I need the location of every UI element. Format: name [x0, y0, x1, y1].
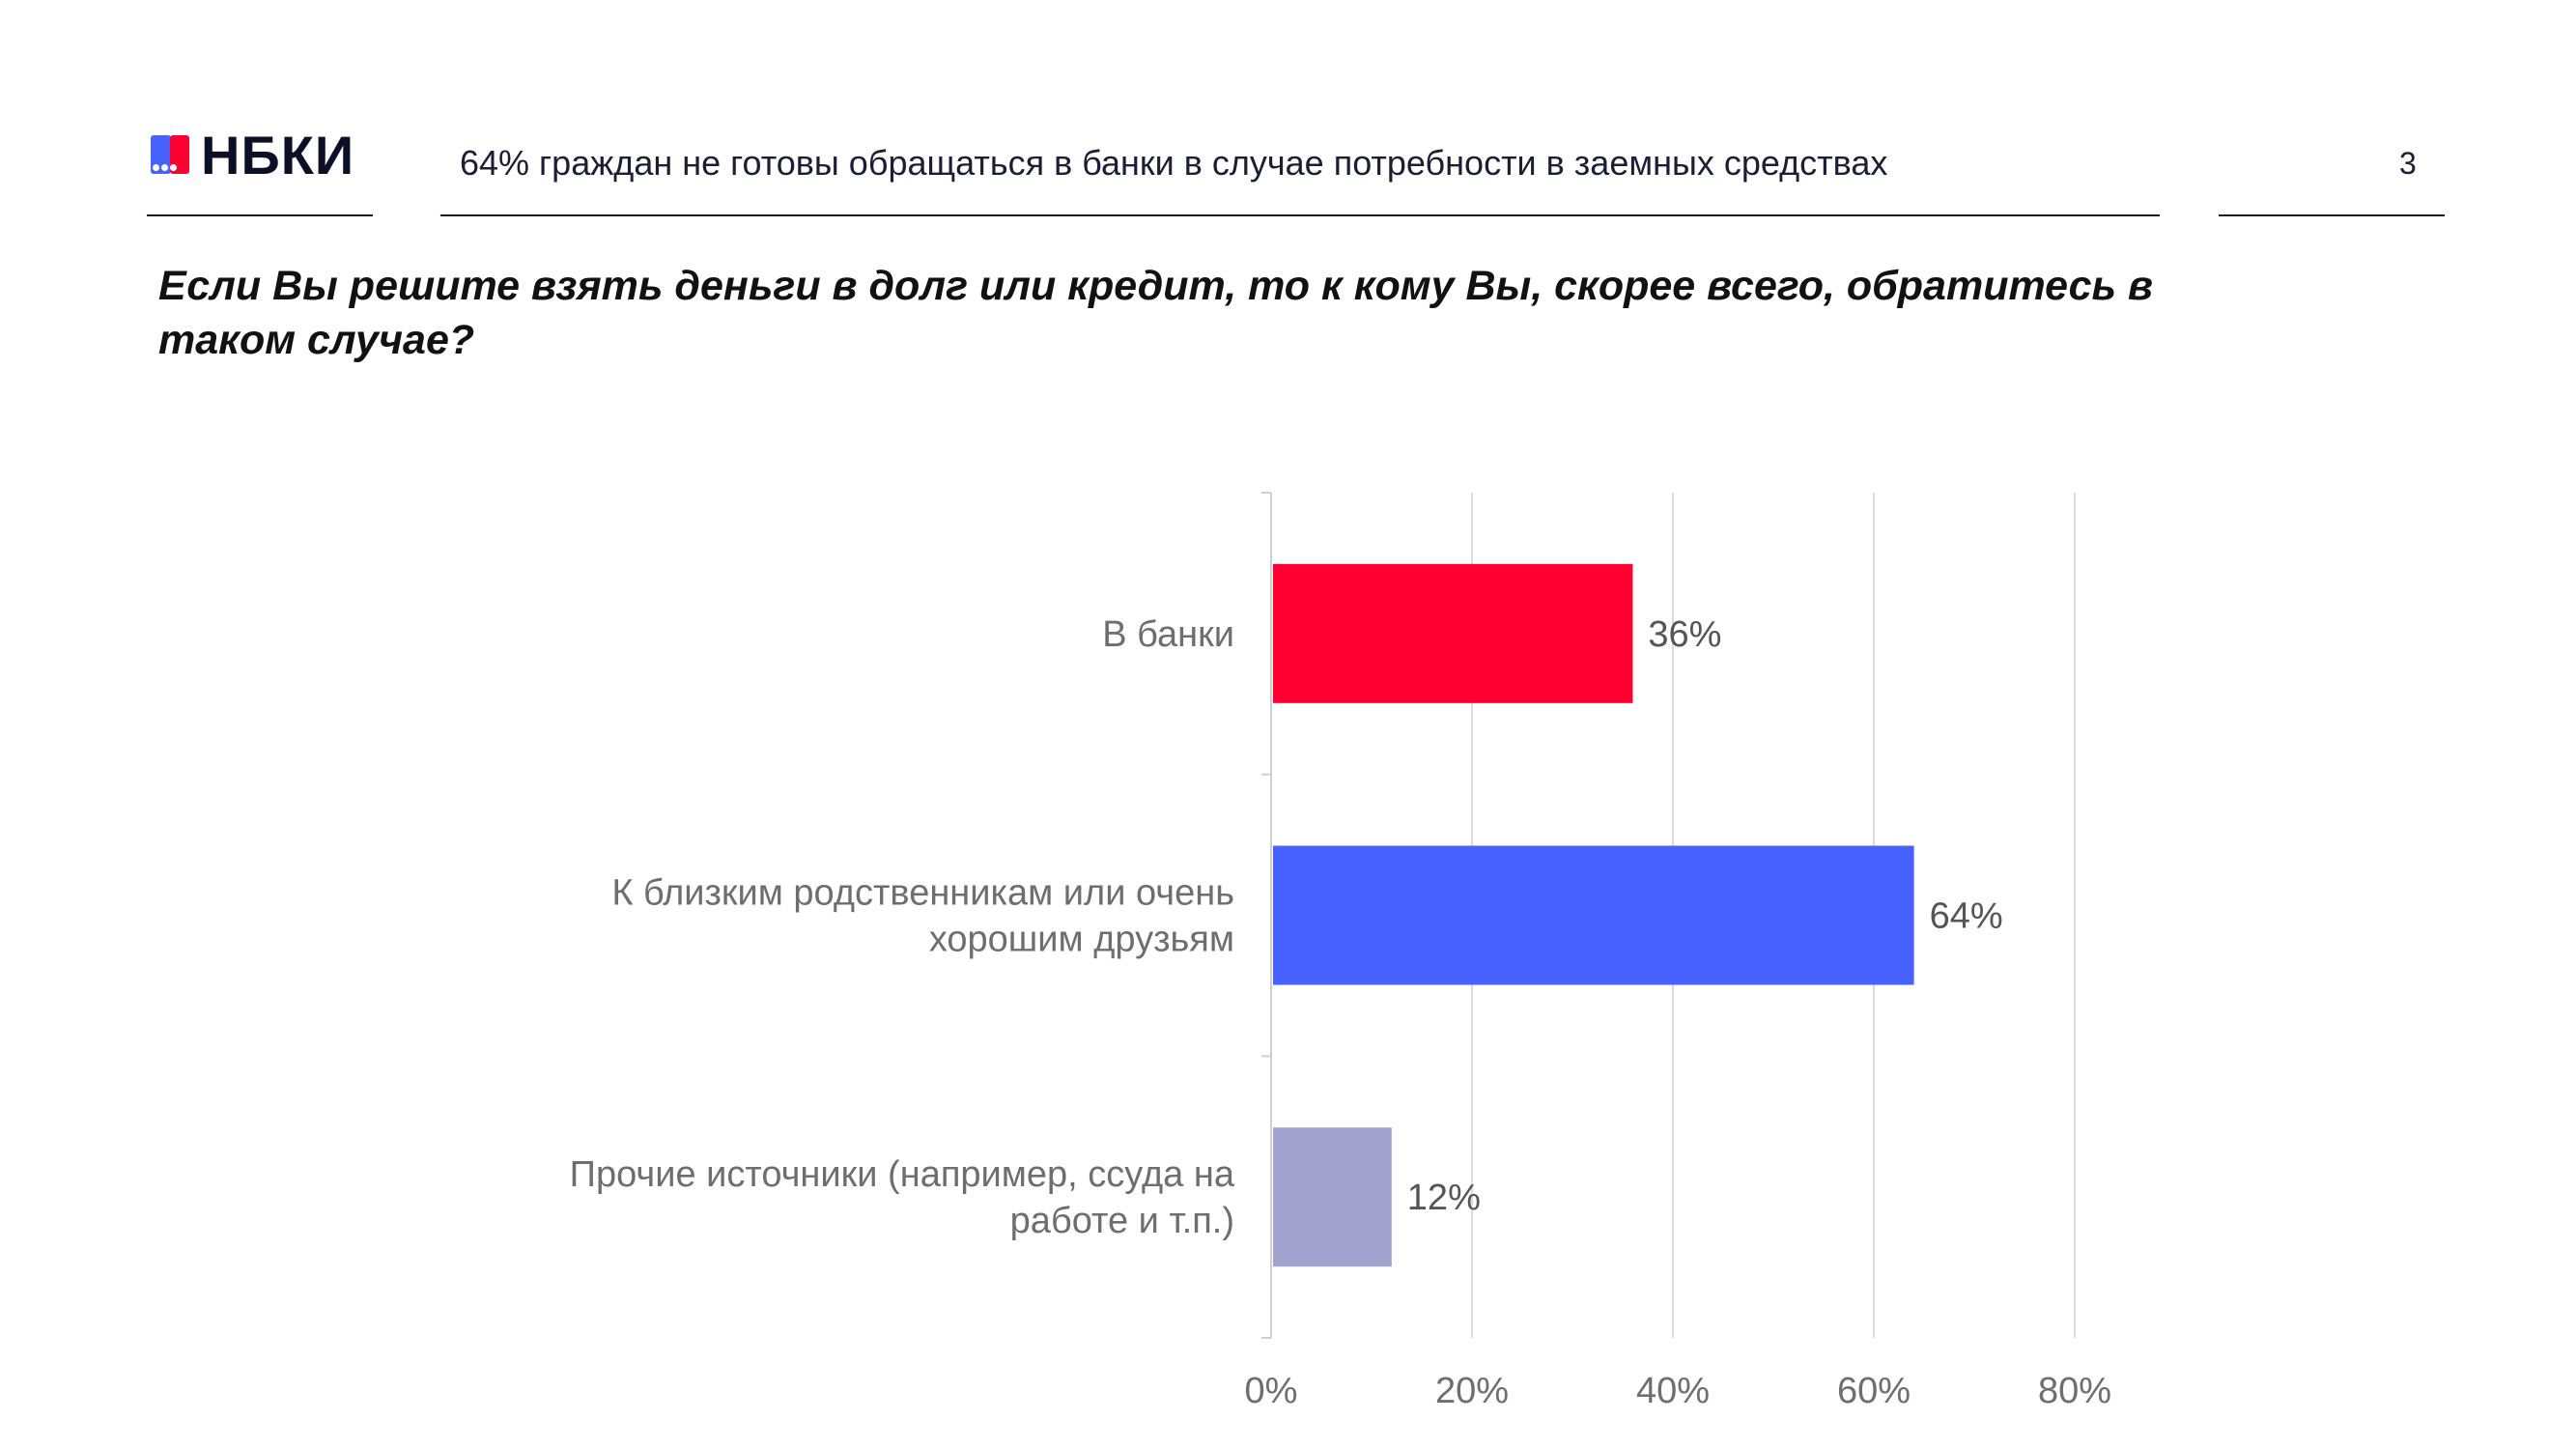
header-divider-center: [440, 214, 2160, 216]
category-label: В банки: [1102, 614, 1234, 655]
bar: [1273, 845, 1914, 985]
x-tick-label: 80%: [2038, 1371, 2111, 1411]
x-tick-label: 20%: [1435, 1371, 1509, 1411]
category-label-line: Прочие источники (например, ссуда на: [570, 1154, 1235, 1195]
x-tick-label: 60%: [1837, 1371, 1911, 1411]
header-divider-left: [147, 214, 373, 216]
bar: [1273, 1127, 1392, 1267]
data-label: 36%: [1648, 614, 1721, 655]
category-label-line: К близким родственникам или очень: [611, 873, 1234, 914]
x-tick-label: 0%: [1245, 1371, 1298, 1411]
nbki-logo: НБКИ: [151, 128, 354, 183]
category-label-line: работе и т.п.): [1010, 1201, 1234, 1241]
category-label-line: В банки: [1102, 614, 1234, 655]
x-tick-label: 40%: [1636, 1371, 1710, 1411]
survey-question: Если Вы решите взять деньги в долг или к…: [158, 263, 2153, 363]
logo-text: НБКИ: [201, 125, 355, 185]
category-label-line: хорошим друзьям: [929, 920, 1234, 960]
bar: [1273, 563, 1633, 703]
header-divider-right: [2219, 214, 2445, 216]
slide-title: 64% граждан не готовы обращаться в банки…: [460, 143, 1888, 183]
category-label: К близким родственникам или очень хорошим…: [611, 873, 1234, 960]
page-number: 3: [2399, 146, 2417, 181]
logo-mark-icon: [151, 135, 191, 176]
category-label: Прочие источники (например, ссуда на рабо…: [570, 1154, 1235, 1241]
data-label: 64%: [1930, 896, 2003, 937]
data-label: 12%: [1407, 1178, 1481, 1218]
